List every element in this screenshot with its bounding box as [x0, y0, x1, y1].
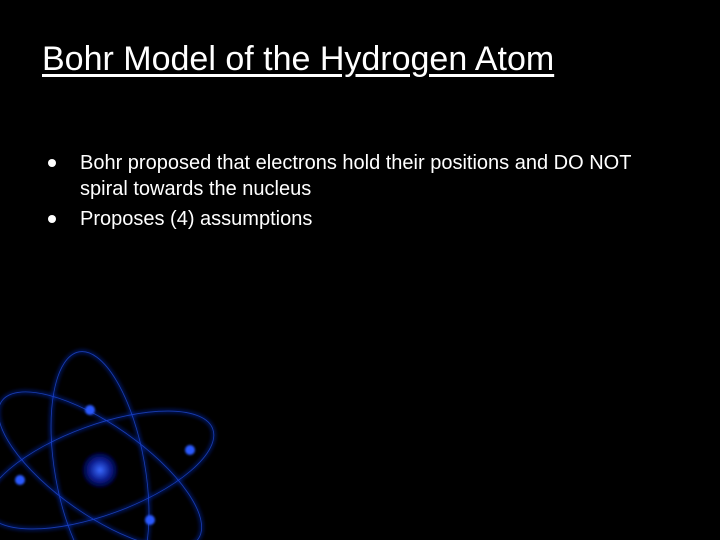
atom-decoration	[0, 280, 260, 540]
bullet-icon	[48, 215, 56, 223]
list-item: Proposes (4) assumptions	[42, 206, 680, 232]
list-item: Bohr proposed that electrons hold their …	[42, 150, 680, 202]
bullet-text: Bohr proposed that electrons hold their …	[80, 150, 680, 202]
slide: Bohr Model of the Hydrogen Atom Bohr pro…	[0, 0, 720, 540]
bullet-icon	[48, 159, 56, 167]
bullet-text: Proposes (4) assumptions	[80, 206, 312, 232]
slide-body: Bohr proposed that electrons hold their …	[42, 150, 680, 236]
slide-title: Bohr Model of the Hydrogen Atom	[42, 40, 554, 79]
